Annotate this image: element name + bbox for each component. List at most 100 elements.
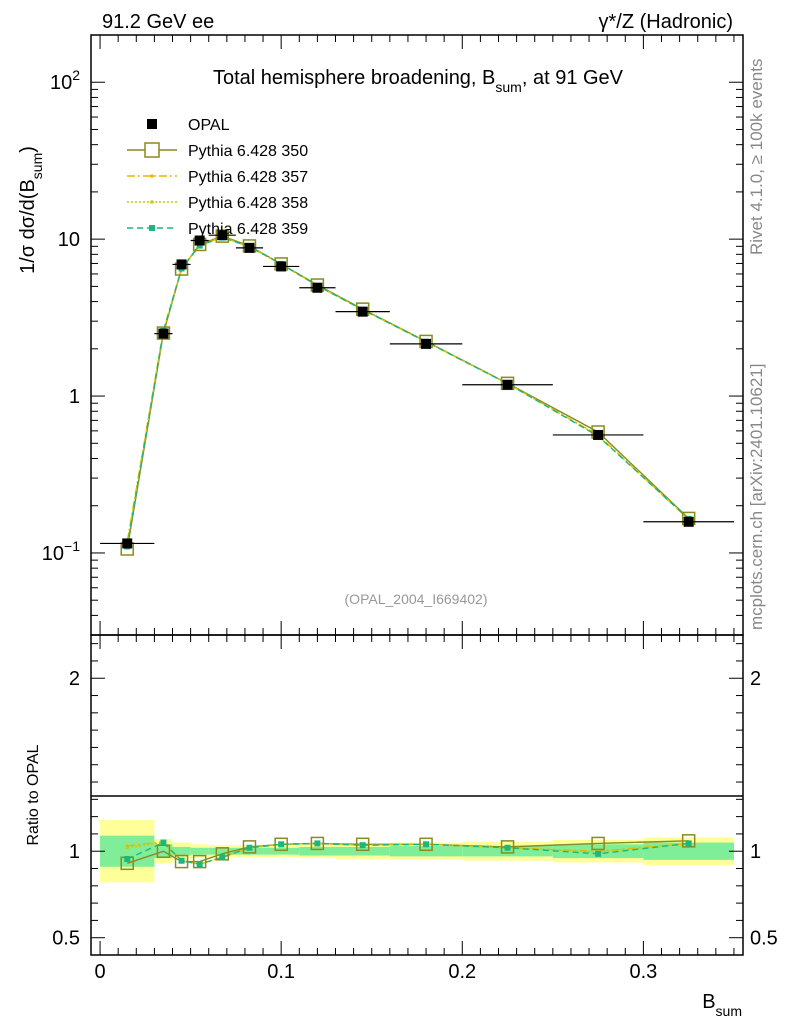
- legend-marker-dot: [150, 174, 154, 178]
- ratio-marker-square: [595, 850, 602, 857]
- main-y-label-suffix: ): [17, 146, 39, 153]
- data-point: [244, 242, 255, 253]
- main-title: Total hemisphere broadening, Bsum, at 91…: [213, 67, 624, 95]
- x-tick-label: 0: [94, 961, 105, 983]
- main-y-label-text: 1/σ dσ/d(B: [17, 179, 39, 274]
- main-y-tick-label: 10−1: [42, 538, 80, 565]
- ratio-y-tick-label-right: 1: [750, 841, 761, 863]
- ratio-marker-open-square: [681, 834, 696, 848]
- data-point: [357, 306, 368, 317]
- data-point: [176, 259, 187, 270]
- header-right: γ*/Z (Hadronic): [599, 11, 733, 33]
- ratio-marker-square: [359, 842, 366, 849]
- legend-marker-dot: [150, 200, 154, 204]
- ratio-marker-open-square: [591, 836, 605, 851]
- ratio-marker-square: [219, 854, 226, 861]
- ratio-stat-band: [263, 847, 300, 855]
- ratio-marker-square: [246, 844, 253, 851]
- data-point: [312, 282, 323, 293]
- ratio-marker-open-square: [355, 837, 370, 852]
- ratio-stat-band: [299, 846, 336, 856]
- ratio-y-tick-label: 1: [69, 841, 80, 863]
- data-point: [593, 429, 604, 440]
- ratio-stat-band: [190, 847, 209, 855]
- main-y-tick-label: 1: [69, 386, 80, 408]
- main-series-line: [126, 236, 690, 542]
- main-title-text: Total hemisphere broadening, B: [213, 67, 495, 89]
- ratio-stat-band: [389, 846, 463, 857]
- ratio-marker-square: [314, 840, 321, 847]
- header-left: 91.2 GeV ee: [102, 11, 214, 33]
- legend-label: Pythia 6.428 358: [188, 195, 308, 212]
- ratio-marker-square: [124, 856, 131, 862]
- ratio-y-tick-label: 2: [69, 668, 80, 690]
- data-point: [158, 328, 169, 339]
- ratio-series-group: [120, 834, 696, 871]
- main-series-line: [126, 236, 690, 543]
- ratio-marker-open-square: [174, 854, 189, 869]
- data-point: [683, 516, 694, 527]
- ratio-stat-band: [643, 842, 734, 860]
- ratio-stat-band: [335, 846, 390, 856]
- x-tick-label: 0.2: [448, 961, 476, 983]
- x-axis-label-text: B: [702, 991, 715, 1013]
- tick-label-base: 10: [42, 543, 64, 565]
- ratio-marker-square: [423, 841, 430, 848]
- ratio-marker-square: [178, 857, 185, 864]
- ratio-marker-dot: [125, 846, 129, 850]
- watermark: (OPAL_2004_I669402): [345, 591, 488, 607]
- legend-label: OPAL: [188, 117, 230, 134]
- ratio-stat-band: [235, 847, 264, 855]
- main-y-label: 1/σ dσ/d(Bsum): [17, 146, 45, 274]
- rivet-label: Rivet 4.1.0, ≥ 100k events: [747, 59, 766, 255]
- legend: OPAL Pythia 6.428 350 Pythia 6.428 357 Pyth…: [127, 117, 308, 238]
- ratio-y-label: Ratio to OPAL: [25, 744, 42, 845]
- legend-marker-square: [149, 225, 155, 231]
- ratio-y-tick-label: 0.5: [52, 928, 80, 950]
- x-tick-label: 0.3: [629, 961, 657, 983]
- legend-marker-open-square: [144, 142, 160, 158]
- ratio-stat-band: [462, 846, 553, 857]
- ratio-marker-open-square: [192, 854, 207, 869]
- ratio-marker-open-square: [274, 837, 288, 852]
- main-y-tick-label: 10: [58, 229, 80, 251]
- ratio-marker-square: [685, 840, 692, 847]
- ratio-stat-band: [208, 847, 236, 855]
- main-series-line: [126, 236, 690, 547]
- ratio-plot-panel: 0.5 0.5 1 1 2 2 0 0.1 0.2 0.3 Ratio to OPAL Bsum: [25, 634, 778, 1019]
- ratio-stat-band: [172, 846, 191, 856]
- ratio-marker-square: [160, 839, 167, 846]
- main-y-tick-label: 102: [50, 67, 80, 94]
- legend-marker-data: [147, 119, 157, 129]
- ratio-marker-square: [278, 841, 285, 848]
- ratio-stat-band: [100, 835, 155, 867]
- tick-label-exponent: 2: [72, 67, 80, 83]
- ratio-y-tick-label-right: 2: [750, 668, 761, 690]
- x-axis-label-sub: sum: [716, 1003, 742, 1019]
- legend-label: Pythia 6.428 359: [188, 221, 308, 238]
- data-point: [194, 235, 205, 246]
- data-point: [502, 379, 513, 390]
- data-point: [122, 538, 133, 549]
- ratio-marker-open-square: [419, 837, 433, 852]
- main-series-line: [126, 235, 690, 550]
- ratio-marker-open-square: [242, 840, 257, 854]
- ratio-marker-open-square: [500, 840, 515, 854]
- x-tick-label: 0.1: [267, 961, 295, 983]
- data-point: [217, 230, 228, 241]
- ratio-marker-square: [196, 861, 203, 868]
- mcplots-label: mcplots.cern.ch [arXiv:2401.10621]: [747, 364, 766, 630]
- tick-label-exponent: −1: [64, 538, 80, 554]
- ratio-marker-open-square: [310, 836, 325, 851]
- main-marker-square: [196, 242, 203, 249]
- data-point: [276, 261, 287, 272]
- main-y-label-sub: sum: [29, 153, 45, 179]
- main-axis-ticks: [91, 34, 743, 636]
- main-series-group: [100, 229, 734, 556]
- main-marker-open-square: [215, 229, 230, 243]
- legend-label: Pythia 6.428 357: [188, 169, 308, 186]
- ratio-tick-labels: 0.5 0.5 1 1 2 2 0 0.1 0.2 0.3: [52, 668, 778, 983]
